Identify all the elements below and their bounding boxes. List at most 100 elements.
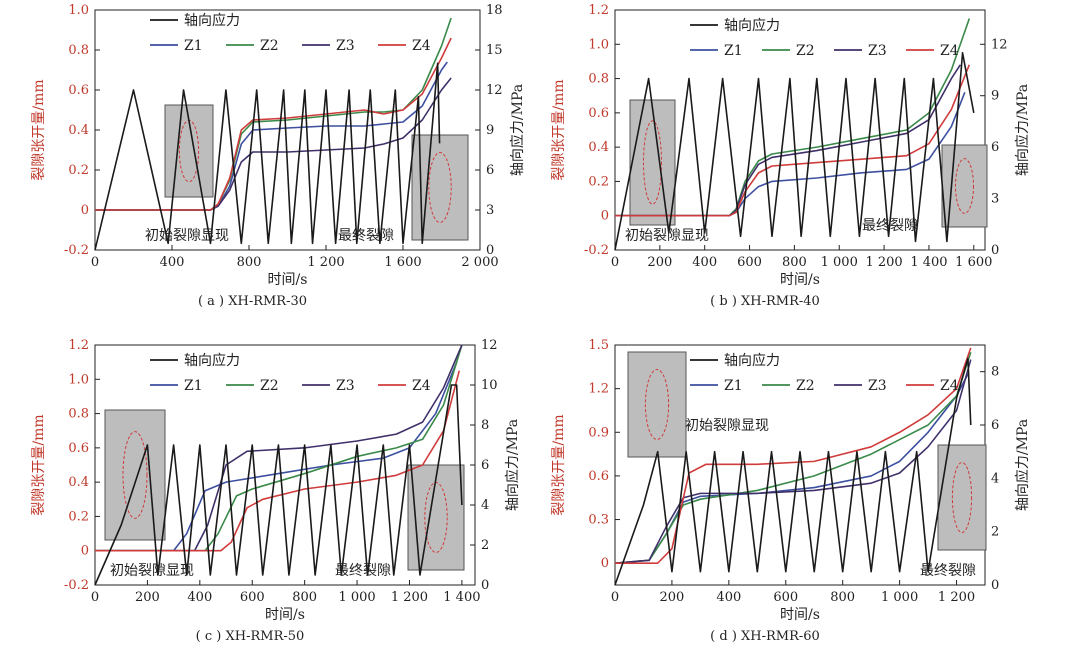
x-tick-label: 0 [611, 255, 619, 270]
series-line-stress [94, 384, 463, 586]
y-tick-label: -0.2 [584, 243, 609, 258]
initial-crack-photo [104, 409, 166, 541]
legend-label: Z2 [796, 378, 815, 394]
legend-label: Z3 [336, 378, 355, 394]
legend-label: Z3 [868, 43, 887, 59]
x-tick-label: 2 000 [461, 255, 498, 270]
legend-label: Z4 [940, 43, 959, 59]
y2-axis-label: 轴向应力/MPa [504, 419, 521, 511]
y2-tick-label: 8 [481, 418, 489, 433]
y2-tick-label: 0 [991, 578, 999, 593]
series-line-z3 [614, 359, 972, 564]
y-tick-label: 0.2 [68, 509, 89, 524]
y2-tick-label: 12 [486, 83, 503, 98]
y-tick-label: 0 [601, 556, 609, 571]
annotation-initial-crack: 初始裂隙显现 [625, 227, 709, 244]
y-tick-label: 0 [81, 544, 89, 559]
y2-tick-label: 8 [991, 365, 999, 380]
x-tick-label: 1 200 [938, 590, 975, 605]
y2-tick-label: 6 [486, 163, 494, 178]
y-tick-label: 1.0 [588, 37, 609, 52]
panel-caption: ( a ) XH-RMR-30 [198, 294, 307, 309]
chart-panel-2: 0 200 400 600 800 1 000 1 200 1 400 1 600-0.200.… [551, 3, 1031, 309]
crack-highlight-ellipse [951, 462, 973, 533]
y2-tick-label: 0 [486, 243, 494, 258]
initial-crack-photo [627, 351, 687, 458]
annotation-final-crack: 最终裂隙 [862, 218, 918, 234]
x-axis-label: 时间/s [780, 272, 820, 288]
y-tick-label: 0.6 [588, 106, 609, 121]
series-line-stress [94, 62, 441, 251]
x-axis-label: 时间/s [265, 607, 305, 623]
y2-tick-label: 10 [481, 378, 498, 393]
y-tick-label: 0.4 [68, 475, 89, 490]
y-tick-label: 0.2 [68, 163, 89, 178]
x-tick-label: 200 [135, 590, 160, 605]
x-axis-label: 时间/s [780, 607, 820, 623]
y-tick-label: 0.3 [588, 513, 609, 528]
series-line-stress [614, 357, 972, 586]
legend-label: Z1 [184, 378, 203, 394]
y-tick-label: 0.8 [68, 43, 89, 58]
y-tick-label: 1.5 [588, 338, 609, 353]
y2-axis-label: 轴向应力/MPa [1014, 84, 1031, 176]
x-tick-label: 200 [660, 590, 685, 605]
y-tick-label: -0.2 [64, 578, 89, 593]
y-tick-label: -0.2 [64, 243, 89, 258]
crack-highlight-ellipse [428, 152, 452, 223]
y-tick-label: 0.6 [68, 441, 89, 456]
y2-tick-label: 18 [486, 3, 503, 18]
x-tick-label: 1 000 [821, 255, 858, 270]
annotation-initial-crack: 初始裂隙显现 [145, 227, 229, 244]
x-tick-label: 0 [91, 590, 99, 605]
y-tick-label: 0.4 [68, 123, 89, 138]
series-line-stress [614, 52, 975, 251]
panel-caption: ( d ) XH-RMR-60 [710, 629, 820, 644]
annotation-initial-crack: 初始裂隙显现 [685, 417, 769, 434]
x-tick-label: 800 [292, 590, 317, 605]
legend-label: Z1 [724, 378, 743, 394]
y2-tick-label: 3 [991, 192, 999, 207]
y-tick-label: 1.0 [68, 3, 89, 18]
y-axis-label: 裂隙张开量/mm [31, 79, 47, 180]
legend-label: 轴向应力 [184, 12, 240, 29]
legend-label: Z4 [940, 378, 959, 394]
y2-tick-label: 9 [486, 123, 494, 138]
legend-label: 轴向应力 [184, 352, 240, 369]
legend-label: 轴向应力 [724, 352, 780, 369]
y-axis-label: 裂隙张开量/mm [551, 79, 567, 180]
y-tick-label: 1.2 [588, 382, 609, 397]
y-tick-label: 0.8 [68, 407, 89, 422]
chart-panel-1: 0 400 800 1 200 1 600 2 000-0.200.20.40.60.81… [31, 3, 526, 309]
x-tick-label: 1 000 [338, 590, 375, 605]
series-line-z1 [95, 61, 448, 211]
x-tick-label: 600 [737, 255, 762, 270]
legend-label: Z2 [260, 378, 279, 394]
plot-frame [614, 9, 986, 251]
y2-axis-label: 轴向应力/MPa [509, 84, 526, 176]
series-line-z2 [614, 352, 972, 564]
x-tick-label: 400 [187, 590, 212, 605]
legend-label: Z3 [868, 378, 887, 394]
y-tick-label: 0.2 [588, 174, 609, 189]
x-tick-label: 1 200 [865, 255, 902, 270]
x-tick-label: 1 600 [955, 255, 992, 270]
x-tick-label: 0 [91, 255, 99, 270]
y2-tick-label: 6 [991, 140, 999, 155]
y2-tick-label: 6 [991, 418, 999, 433]
final-crack-photo [937, 444, 987, 551]
x-axis-label: 时间/s [268, 272, 308, 288]
crack-highlight-ellipse [122, 431, 148, 519]
annotation-final-crack: 最终裂隙 [920, 563, 976, 579]
y2-tick-label: 12 [991, 37, 1008, 52]
crack-highlight-ellipse [643, 120, 662, 205]
x-tick-label: 800 [830, 590, 855, 605]
crack-highlight-ellipse [955, 158, 974, 214]
legend-label: 轴向应力 [724, 17, 780, 34]
x-tick-label: 1 600 [384, 255, 421, 270]
x-tick-label: 800 [237, 255, 262, 270]
x-tick-label: 1 200 [307, 255, 344, 270]
y-tick-label: 0.6 [68, 83, 89, 98]
